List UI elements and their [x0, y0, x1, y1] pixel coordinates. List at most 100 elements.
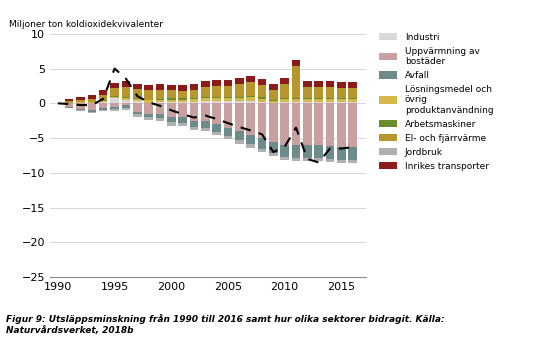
Bar: [77, 102, 85, 103]
Bar: [190, 90, 198, 98]
Bar: [246, 97, 255, 100]
Bar: [167, 117, 175, 122]
Bar: [133, 84, 142, 90]
Bar: [122, 87, 130, 97]
Bar: [156, 99, 164, 102]
Bar: [258, 138, 266, 148]
Bar: [246, 82, 255, 96]
Bar: [280, 78, 289, 84]
Bar: [213, 132, 221, 135]
Bar: [326, 99, 334, 102]
Bar: [213, 124, 221, 132]
Bar: [269, 100, 278, 101]
Bar: [65, 101, 73, 103]
Bar: [156, 102, 164, 103]
Bar: [110, 107, 119, 109]
Bar: [235, 140, 244, 144]
Bar: [99, 110, 108, 111]
Bar: [235, 78, 244, 84]
Bar: [178, 102, 187, 103]
Bar: [315, 158, 323, 161]
Text: Miljoner ton koldioxidekvivalenter: Miljoner ton koldioxidekvivalenter: [9, 20, 163, 29]
Bar: [167, 98, 175, 99]
Bar: [246, 100, 255, 103]
Bar: [326, 87, 334, 98]
Bar: [224, 128, 232, 136]
Bar: [167, 84, 175, 90]
Bar: [122, 103, 130, 105]
Bar: [201, 103, 210, 121]
Legend: Industri, Uppvärmning av
bostäder, Avfall, Lösningsmedel och
övrig
produktanvänd: Industri, Uppvärmning av bostäder, Avfal…: [376, 29, 497, 174]
Bar: [337, 147, 346, 160]
Bar: [303, 81, 311, 87]
Bar: [280, 145, 289, 157]
Bar: [99, 91, 108, 95]
Bar: [213, 86, 221, 97]
Bar: [349, 160, 357, 163]
Bar: [303, 103, 311, 145]
Bar: [280, 157, 289, 160]
Bar: [315, 102, 323, 103]
Bar: [246, 144, 255, 148]
Bar: [178, 98, 187, 99]
Bar: [110, 83, 119, 88]
Bar: [315, 98, 323, 99]
Bar: [156, 103, 164, 114]
Bar: [315, 81, 323, 87]
Bar: [213, 101, 221, 103]
Bar: [280, 98, 289, 99]
Bar: [258, 148, 266, 152]
Bar: [201, 87, 210, 97]
Bar: [349, 147, 357, 160]
Bar: [167, 99, 175, 102]
Bar: [315, 99, 323, 102]
Bar: [292, 158, 300, 161]
Bar: [144, 103, 153, 114]
Bar: [110, 98, 119, 103]
Bar: [122, 108, 130, 110]
Bar: [178, 123, 187, 126]
Bar: [65, 103, 73, 107]
Bar: [337, 160, 346, 163]
Bar: [224, 101, 232, 103]
Bar: [337, 102, 346, 103]
Bar: [144, 100, 153, 103]
Bar: [133, 99, 142, 101]
Bar: [156, 84, 164, 90]
Bar: [235, 98, 244, 101]
Bar: [315, 87, 323, 98]
Bar: [77, 109, 85, 110]
Bar: [88, 95, 96, 99]
Bar: [269, 153, 278, 156]
Bar: [303, 87, 311, 98]
Bar: [122, 98, 130, 100]
Bar: [224, 86, 232, 97]
Bar: [65, 99, 73, 101]
Bar: [337, 99, 346, 102]
Bar: [190, 121, 198, 127]
Bar: [292, 102, 300, 103]
Bar: [315, 145, 323, 158]
Bar: [110, 88, 119, 96]
Bar: [178, 85, 187, 91]
Bar: [144, 114, 153, 117]
Bar: [178, 91, 187, 98]
Bar: [122, 105, 130, 108]
Bar: [337, 98, 346, 99]
Bar: [303, 145, 311, 158]
Bar: [167, 103, 175, 117]
Bar: [122, 81, 130, 87]
Bar: [326, 146, 334, 159]
Bar: [77, 100, 85, 102]
Bar: [144, 85, 153, 91]
Text: Figur 9: Utsläppsminskning från 1990 till 2016 samt hur olika sektorer bidragit.: Figur 9: Utsläppsminskning från 1990 til…: [6, 314, 444, 335]
Bar: [213, 98, 221, 101]
Bar: [269, 103, 278, 142]
Bar: [122, 97, 130, 98]
Bar: [235, 84, 244, 97]
Bar: [349, 82, 357, 88]
Bar: [326, 98, 334, 99]
Bar: [349, 103, 357, 147]
Bar: [110, 109, 119, 111]
Bar: [77, 110, 85, 111]
